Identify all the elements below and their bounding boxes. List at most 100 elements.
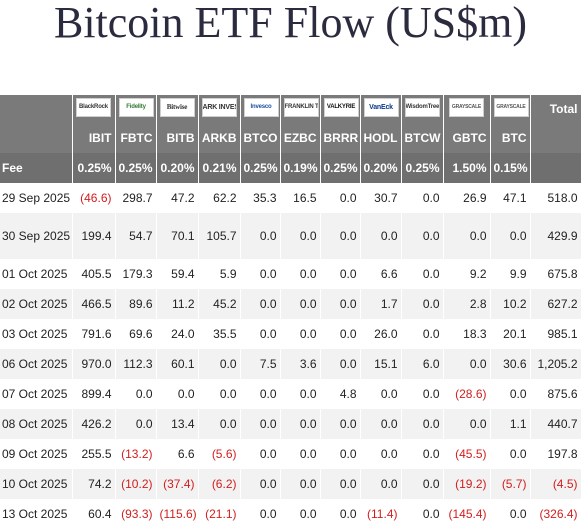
flow-value: 11.2 [156, 289, 199, 319]
flow-value: 0.0 [240, 469, 281, 499]
table-row: 02 Oct 2025 466.5 89.6 11.2 45.2 0.0 0.0 0.0 1.7… [0, 289, 581, 319]
fee-value: 0.25% [320, 153, 361, 183]
flow-value: 20.1 [490, 319, 531, 349]
issuer-logo-cell: GRAYSCALE [443, 95, 491, 123]
flow-value: 0.0 [360, 439, 402, 469]
flow-value: 1.1 [490, 409, 531, 439]
ticker-header: ARKB [198, 123, 241, 153]
issuer-logo-cell: GRAYSCALE [490, 95, 531, 123]
flow-value: 0.0 [401, 379, 444, 409]
flow-value: 89.6 [115, 289, 157, 319]
flow-value: 0.0 [280, 469, 321, 499]
flow-value: 9.9 [490, 259, 531, 289]
ticker-header: BTCO [240, 123, 281, 153]
table-row: 10 Oct 2025 74.2 (10.2) (37.4) (6.2) 0.0 0.0 0.… [0, 469, 581, 499]
flow-value: 0.0 [401, 259, 444, 289]
ticker-header: BTCW [401, 123, 444, 153]
flow-value: (5.6) [198, 439, 241, 469]
row-date: 06 Oct 2025 [0, 349, 73, 379]
flow-value: 70.1 [156, 213, 199, 259]
flow-value: 2.8 [443, 289, 491, 319]
page-title: Bitcoin ETF Flow (US$m) [53, 0, 528, 47]
fee-value: 0.25% [401, 153, 444, 183]
flow-value: (13.2) [115, 439, 157, 469]
issuer-logo: BlackRock [76, 98, 111, 117]
issuer-logo-cell: WisdomTree [401, 95, 444, 123]
flow-value: 0.0 [401, 469, 444, 499]
fee-value: 0.19% [280, 153, 321, 183]
table-row: 08 Oct 2025 426.2 0.0 13.4 0.0 0.0 0.0 0.0 0.0 0.… [0, 409, 581, 439]
flow-value: 6.6 [156, 439, 199, 469]
flow-value: 0.0 [401, 183, 444, 213]
flow-value: 0.0 [320, 499, 361, 529]
ticker-header: HODL [360, 123, 402, 153]
flow-value: 105.7 [198, 213, 241, 259]
flow-value: 426.2 [72, 409, 116, 439]
issuer-logo-cell: Fidelity [115, 95, 157, 123]
flow-value: 0.0 [156, 379, 199, 409]
logo-row-blank [0, 95, 73, 123]
issuer-logo: ARK INVEST [201, 98, 237, 117]
flow-value: 0.0 [401, 319, 444, 349]
flow-value: 0.0 [198, 379, 241, 409]
issuer-logo: GRAYSCALE [449, 98, 484, 117]
row-total: 985.1 [530, 319, 581, 349]
fee-value: 0.25% [115, 153, 157, 183]
flow-value: 0.0 [490, 379, 531, 409]
fee-value: 0.20% [360, 153, 402, 183]
flow-value: 0.0 [360, 469, 402, 499]
row-date: 13 Oct 2025 [0, 499, 73, 529]
flow-value: (93.3) [115, 499, 157, 529]
fee-value: 0.25% [240, 153, 281, 183]
ticker-total-blank [530, 123, 581, 153]
flow-value: 30.6 [490, 349, 531, 379]
row-date: 30 Sep 2025 [0, 213, 73, 259]
flow-value: 0.0 [320, 213, 361, 259]
flow-value: (21.1) [198, 499, 241, 529]
flow-value: 3.6 [280, 349, 321, 379]
ticker-row-blank [0, 123, 73, 153]
issuer-logo-cell: VALKYRIE [320, 95, 361, 123]
flow-value: (45.5) [443, 439, 491, 469]
flow-value: 0.0 [490, 213, 531, 259]
ticker-header: IBIT [72, 123, 116, 153]
flow-value: 0.0 [443, 349, 491, 379]
flow-value: 0.0 [240, 439, 281, 469]
row-date: 03 Oct 2025 [0, 319, 73, 349]
flow-value: 791.6 [72, 319, 116, 349]
table-row: 01 Oct 2025 405.5 179.3 59.4 5.9 0.0 0.0 0.0 6.6… [0, 259, 581, 289]
table-row: 29 Sep 2025 (46.6) 298.7 47.2 62.2 35.3 16.5 0.… [0, 183, 581, 213]
flow-value: 0.0 [115, 379, 157, 409]
issuer-logo: FRANKLIN TEMPLETON [283, 98, 319, 117]
row-total: 627.2 [530, 289, 581, 319]
ticker-header: GBTC [443, 123, 491, 153]
fee-label: Fee [0, 153, 73, 183]
flow-value: 255.5 [72, 439, 116, 469]
flow-value: 15.1 [360, 349, 402, 379]
flow-value: 35.5 [198, 319, 241, 349]
flow-value: 18.3 [443, 319, 491, 349]
flow-value: 0.0 [280, 259, 321, 289]
flow-value: 0.0 [198, 349, 241, 379]
flow-value: (11.4) [360, 499, 402, 529]
flow-value: 0.0 [320, 183, 361, 213]
issuer-logo: VALKYRIE [323, 98, 359, 117]
flow-value: 0.0 [280, 379, 321, 409]
flow-value: 0.0 [280, 289, 321, 319]
row-date: 01 Oct 2025 [0, 259, 73, 289]
row-total: (4.5) [530, 469, 581, 499]
flow-value: 0.0 [240, 409, 281, 439]
fee-value: 0.15% [490, 153, 531, 183]
flow-value: 0.0 [490, 439, 531, 469]
flow-value: 26.0 [360, 319, 402, 349]
row-total: 1,205.2 [530, 349, 581, 379]
row-total: 875.6 [530, 379, 581, 409]
issuer-logo: WisdomTree [404, 98, 440, 117]
flow-value: 0.0 [320, 289, 361, 319]
flow-value: 0.0 [240, 379, 281, 409]
flow-value: 0.0 [240, 259, 281, 289]
flow-value: 69.6 [115, 319, 157, 349]
flow-value: 0.0 [401, 409, 444, 439]
issuer-logo: Fidelity [118, 98, 154, 117]
flow-value: 54.7 [115, 213, 157, 259]
